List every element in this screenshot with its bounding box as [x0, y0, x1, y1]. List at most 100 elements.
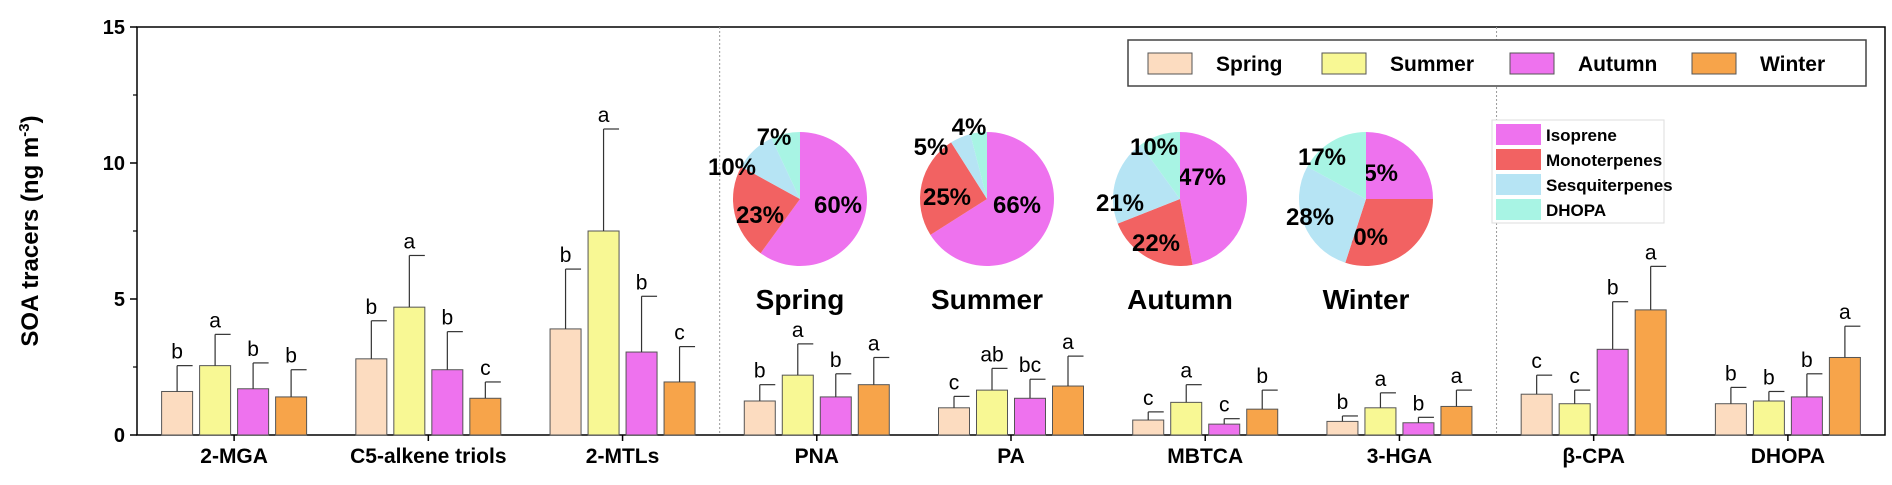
pie-label-summer-monoterpenes: 25%	[923, 184, 971, 211]
bar-dhopa-spring	[1714, 403, 1747, 436]
pie-label-autumn-monoterpenes: 22%	[1132, 230, 1180, 257]
season-legend: Spring Summer Autumn Winter	[1127, 39, 1867, 87]
category-label: PA	[997, 445, 1025, 468]
significance-letter: c	[1143, 387, 1154, 410]
bar-pna-winter	[857, 384, 890, 436]
significance-letter: a	[1062, 331, 1074, 354]
bar-mbtca-autumn	[1208, 423, 1241, 436]
pie-title-winter: Winter	[1323, 284, 1410, 315]
pie-label-spring-monoterpenes: 23%	[736, 202, 784, 229]
source-swatch-isoprene	[1496, 124, 1541, 145]
pie-slice-summer-sesquiterpenes	[951, 134, 987, 199]
bar-pa-spring	[938, 407, 970, 436]
pie-label-spring-sesquiterpenes: 10%	[708, 154, 756, 181]
bar-mbtca-winter	[1246, 408, 1279, 436]
bar-pa-winter	[1052, 385, 1084, 436]
significance-letter: a	[868, 332, 880, 355]
pie-slice-winter-monoterpenes	[1345, 199, 1433, 266]
pie-slice-autumn-dhopa	[1140, 132, 1180, 199]
source-label-monoterpenes: Monoterpenes	[1546, 151, 1662, 170]
pie-label-autumn-isoprene: 47%	[1178, 164, 1226, 191]
significance-letter: a	[403, 230, 415, 253]
legend-swatch-spring	[1147, 52, 1193, 75]
significance-letter: b	[1256, 365, 1268, 388]
bar-2-mtls-winter	[663, 381, 696, 436]
bar-cpa-spring	[1520, 393, 1553, 436]
bar-c5-alkene-triols-winter	[469, 397, 502, 436]
bar-cpa-winter	[1634, 309, 1667, 436]
bar-2-mga-summer	[199, 365, 232, 436]
category-label: PNA	[795, 445, 839, 468]
significance-letter: a	[1375, 368, 1387, 391]
pie-slice-summer-monoterpenes	[919, 142, 987, 235]
pie-label-autumn-dhopa: 10%	[1130, 134, 1178, 161]
category-label: DHOPA	[1751, 445, 1825, 468]
significance-letter: b	[1413, 392, 1425, 415]
bar-c5-alkene-triols-spring	[355, 358, 388, 436]
pie-slice-spring-dhopa	[771, 132, 800, 199]
significance-letter: b	[560, 244, 572, 267]
pie-label-winter-dhopa: 17%	[1298, 144, 1346, 171]
significance-letter: b	[1607, 277, 1619, 300]
y-tick-label: 10	[103, 153, 125, 175]
significance-letter: b	[636, 271, 648, 294]
pie-slice-spring-isoprene	[760, 132, 868, 267]
bar-pna-autumn	[819, 396, 852, 436]
y-tick-label: 15	[103, 17, 125, 39]
bar-3-hga-spring	[1326, 420, 1359, 436]
bar-cpa-summer	[1558, 403, 1591, 436]
significance-letter: c	[1531, 350, 1542, 373]
pie-slice-spring-sesquiterpenes	[741, 138, 800, 199]
significance-letter: c	[1569, 365, 1580, 388]
significance-letter: a	[1180, 360, 1192, 383]
significance-letter: b	[1801, 349, 1813, 372]
bar-c5-alkene-triols-autumn	[431, 369, 464, 436]
legend-swatch-autumn	[1509, 52, 1555, 75]
bar-3-hga-summer	[1364, 407, 1397, 436]
bar-2-mga-autumn	[237, 388, 270, 436]
significance-letter: bc	[1019, 354, 1041, 377]
significance-letter: a	[1839, 301, 1851, 324]
significance-letter: c	[480, 357, 491, 380]
bar-3-hga-autumn	[1402, 422, 1435, 436]
y-tick-label: 0	[114, 425, 125, 447]
legend-label-spring: Spring	[1216, 53, 1283, 76]
significance-letter: b	[1337, 391, 1349, 414]
pie-slice-winter-isoprene	[1366, 132, 1433, 199]
pie-label-summer-isoprene: 66%	[993, 192, 1041, 219]
pie-slice-winter-sesquiterpenes	[1299, 166, 1366, 263]
pie-slice-winter-dhopa	[1307, 132, 1366, 199]
pie-title-spring: Spring	[756, 284, 845, 315]
pie-slice-summer-dhopa	[970, 132, 987, 199]
bar-2-mtls-spring	[549, 328, 582, 436]
pie-slice-spring-monoterpenes	[732, 166, 800, 254]
source-pies: 60%23%10%7%Spring66%25%5%4%Summer47%22%2…	[708, 114, 1433, 315]
pie-label-winter-sesquiterpenes: 28%	[1286, 204, 1334, 231]
significance-letter: a	[1645, 241, 1657, 264]
pie-slice-summer-isoprene	[930, 132, 1054, 266]
category-label: MBTCA	[1167, 445, 1243, 468]
significance-letter: a	[598, 104, 610, 127]
legend-swatch-winter	[1691, 52, 1737, 75]
y-axis-title-sup: -3	[16, 123, 33, 136]
bar-c5-alkene-triols-summer	[393, 306, 426, 436]
significance-letter: c	[674, 322, 685, 345]
significance-letter: c	[949, 371, 960, 394]
category-label: C5-alkene triols	[350, 445, 506, 468]
significance-letter: b	[830, 349, 842, 372]
bar-pna-summer	[781, 374, 814, 436]
bar-2-mtls-autumn	[625, 351, 658, 436]
bar-cpa-autumn	[1596, 348, 1629, 436]
significance-letter: b	[441, 307, 453, 330]
legend-label-summer: Summer	[1390, 53, 1474, 76]
bar-2-mga-winter	[275, 396, 308, 436]
category-label: β-CPA	[1562, 445, 1625, 468]
legend-label-autumn: Autumn	[1578, 53, 1657, 76]
significance-letter: b	[1763, 366, 1775, 389]
bar-3-hga-winter	[1440, 405, 1473, 436]
significance-letter: ab	[980, 343, 1003, 366]
bar-pna-spring	[743, 400, 776, 436]
bar-dhopa-summer	[1752, 400, 1785, 436]
